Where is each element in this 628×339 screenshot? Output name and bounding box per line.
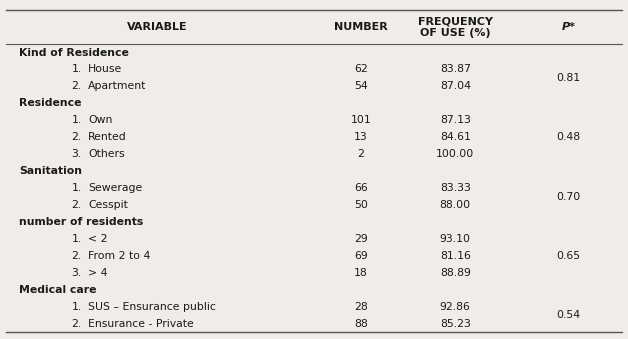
Text: SUS – Ensurance public: SUS – Ensurance public: [88, 302, 216, 312]
Text: 2.: 2.: [72, 319, 82, 329]
Text: 3.: 3.: [72, 149, 82, 159]
Text: 0.81: 0.81: [556, 73, 580, 83]
Text: 2.: 2.: [72, 132, 82, 142]
Text: Others: Others: [88, 149, 124, 159]
Text: number of residents: number of residents: [19, 217, 143, 227]
Text: < 2: < 2: [88, 234, 107, 244]
Text: 101: 101: [350, 115, 372, 125]
Text: 0.65: 0.65: [556, 251, 580, 261]
Text: 1.: 1.: [72, 115, 82, 125]
Text: 0.48: 0.48: [556, 132, 580, 142]
Text: Kind of Residence: Kind of Residence: [19, 47, 129, 58]
Text: 18: 18: [354, 268, 368, 278]
Text: 83.33: 83.33: [440, 183, 471, 193]
Text: 87.13: 87.13: [440, 115, 471, 125]
Text: 88.89: 88.89: [440, 268, 471, 278]
Text: P*: P*: [561, 22, 575, 32]
Text: 2: 2: [358, 149, 364, 159]
Text: 2.: 2.: [72, 81, 82, 92]
Text: NUMBER: NUMBER: [334, 22, 388, 32]
Text: 87.04: 87.04: [440, 81, 471, 92]
Text: 13: 13: [354, 132, 368, 142]
Text: 50: 50: [354, 200, 368, 210]
Text: 2.: 2.: [72, 251, 82, 261]
Text: 62: 62: [354, 64, 368, 75]
Text: > 4: > 4: [88, 268, 107, 278]
Text: 1.: 1.: [72, 183, 82, 193]
Text: 93.10: 93.10: [440, 234, 471, 244]
Text: 100.00: 100.00: [436, 149, 474, 159]
Text: Apartment: Apartment: [88, 81, 146, 92]
Text: 85.23: 85.23: [440, 319, 471, 329]
Text: Residence: Residence: [19, 98, 82, 108]
Text: 84.61: 84.61: [440, 132, 471, 142]
Text: 0.70: 0.70: [556, 192, 580, 202]
Text: 81.16: 81.16: [440, 251, 471, 261]
Text: Sanitation: Sanitation: [19, 166, 82, 176]
Text: 69: 69: [354, 251, 368, 261]
Text: 92.86: 92.86: [440, 302, 471, 312]
Text: From 2 to 4: From 2 to 4: [88, 251, 150, 261]
Text: Ensurance - Private: Ensurance - Private: [88, 319, 193, 329]
Text: FREQUENCY
OF USE (%): FREQUENCY OF USE (%): [418, 16, 493, 38]
Text: 66: 66: [354, 183, 368, 193]
Text: 54: 54: [354, 81, 368, 92]
Text: Own: Own: [88, 115, 112, 125]
Text: 0.54: 0.54: [556, 310, 580, 320]
Text: 1.: 1.: [72, 302, 82, 312]
Text: 88: 88: [354, 319, 368, 329]
Text: Rented: Rented: [88, 132, 127, 142]
Text: Medical care: Medical care: [19, 285, 96, 295]
Text: 3.: 3.: [72, 268, 82, 278]
Text: 1.: 1.: [72, 234, 82, 244]
Text: 29: 29: [354, 234, 368, 244]
Text: House: House: [88, 64, 122, 75]
Text: 2.: 2.: [72, 200, 82, 210]
Text: VARIABLE: VARIABLE: [127, 22, 187, 32]
Text: 1.: 1.: [72, 64, 82, 75]
Text: 83.87: 83.87: [440, 64, 471, 75]
Text: Sewerage: Sewerage: [88, 183, 142, 193]
Text: 28: 28: [354, 302, 368, 312]
Text: Cesspit: Cesspit: [88, 200, 127, 210]
Text: 88.00: 88.00: [440, 200, 471, 210]
